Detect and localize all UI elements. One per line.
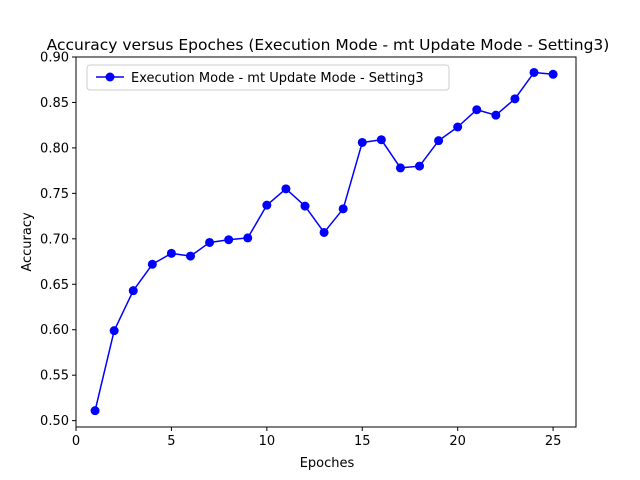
chart-title: Accuracy versus Epoches (Execution Mode … xyxy=(47,36,610,54)
y-tick-label: 0.50 xyxy=(40,414,69,429)
data-point-marker xyxy=(472,105,482,115)
data-point-marker xyxy=(300,201,310,211)
data-point-marker xyxy=(243,233,253,243)
x-tick-label: 0 xyxy=(72,434,80,449)
data-point-marker xyxy=(357,137,367,147)
legend-marker-swatch xyxy=(105,72,115,82)
data-point-marker xyxy=(491,110,501,120)
series-layer xyxy=(90,67,558,416)
data-point-marker xyxy=(147,259,157,269)
plot-area xyxy=(75,56,577,428)
y-tick-label: 0.60 xyxy=(40,323,69,338)
data-point-marker xyxy=(548,69,558,79)
y-tick-label: 0.75 xyxy=(40,187,69,202)
x-axis-label: Epoches xyxy=(300,456,355,471)
x-axis: 0 5 10 15 20 25 xyxy=(72,427,562,449)
legend: Execution Mode - mt Update Mode - Settin… xyxy=(86,64,450,91)
data-point-marker xyxy=(109,326,119,336)
data-point-marker xyxy=(90,406,100,416)
data-point-marker xyxy=(205,237,215,247)
y-axis: 0.50 0.55 0.60 0.65 0.70 0.75 0.80 0.85 0.90 xyxy=(40,51,76,429)
data-point-marker xyxy=(224,235,234,245)
x-tick-label: 5 xyxy=(167,434,175,449)
x-tick-label: 10 xyxy=(259,434,276,449)
data-point-marker xyxy=(434,136,444,146)
y-tick-label: 0.65 xyxy=(40,278,69,293)
data-point-marker xyxy=(281,184,291,194)
y-tick-label: 0.80 xyxy=(40,141,69,156)
legend-entry-label: Execution Mode - mt Update Mode - Settin… xyxy=(131,71,424,86)
y-tick-label: 0.70 xyxy=(40,232,69,247)
data-point-marker xyxy=(395,163,405,173)
legend-box xyxy=(86,64,450,91)
x-tick-label: 25 xyxy=(545,434,562,449)
y-axis-label: Accuracy xyxy=(20,212,35,272)
x-tick-label: 20 xyxy=(449,434,466,449)
data-point-marker xyxy=(166,248,176,258)
y-tick-label: 0.55 xyxy=(40,369,69,384)
data-point-marker xyxy=(319,227,329,237)
data-point-marker xyxy=(338,204,348,214)
x-tick-label: 15 xyxy=(354,434,371,449)
data-point-marker xyxy=(186,251,196,261)
data-point-marker xyxy=(510,94,520,104)
data-point-marker xyxy=(376,135,386,145)
y-tick-label: 0.90 xyxy=(40,51,69,66)
data-point-marker xyxy=(262,200,272,210)
data-point-marker xyxy=(453,122,463,132)
y-tick-label: 0.85 xyxy=(40,96,69,111)
data-point-marker xyxy=(529,67,539,77)
data-point-marker xyxy=(128,286,138,296)
data-point-marker xyxy=(415,161,425,171)
